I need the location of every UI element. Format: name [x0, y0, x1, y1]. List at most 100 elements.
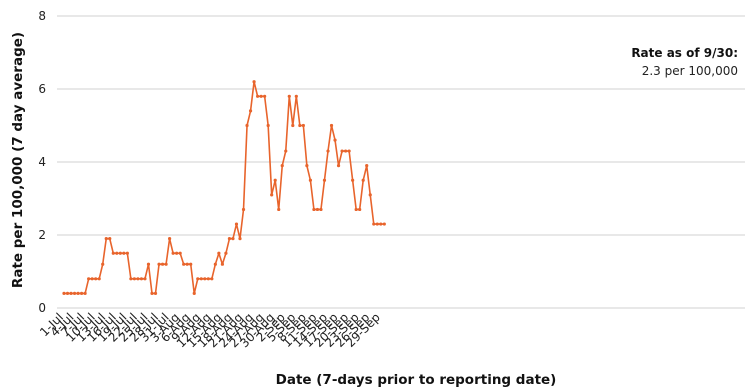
data-point — [76, 291, 80, 295]
data-point — [245, 123, 249, 128]
data-point — [203, 277, 207, 281]
data-point — [72, 291, 77, 295]
data-point — [69, 291, 73, 295]
data-point — [132, 277, 136, 281]
data-point — [65, 291, 70, 295]
data-point — [164, 262, 168, 266]
data-point — [196, 277, 200, 281]
y-tick-label: 0 — [38, 301, 46, 315]
data-point — [171, 251, 175, 255]
data-point — [104, 237, 108, 241]
data-point — [146, 262, 151, 266]
data-point — [379, 222, 383, 226]
data-point — [122, 251, 126, 255]
data-point — [153, 291, 158, 295]
data-point — [291, 123, 295, 128]
data-point — [234, 222, 239, 226]
data-point — [277, 207, 281, 212]
data-point — [256, 94, 260, 98]
data-point — [294, 94, 298, 98]
data-point — [319, 207, 323, 212]
data-point — [175, 251, 179, 255]
data-point — [252, 80, 256, 84]
data-point — [347, 149, 351, 153]
data-point — [220, 262, 224, 266]
data-point — [372, 222, 376, 226]
data-point — [217, 251, 221, 255]
data-point — [322, 178, 327, 182]
data-point — [312, 207, 316, 212]
data-point — [231, 237, 235, 241]
data-point — [298, 123, 302, 128]
data-point — [185, 262, 189, 266]
data-point — [224, 251, 228, 255]
data-point — [375, 222, 379, 226]
data-point — [336, 164, 341, 168]
data-point — [284, 149, 288, 153]
data-point — [344, 149, 348, 153]
data-point — [305, 164, 309, 168]
x-axis-ticks: 1-Jul4-Jul7-Jul10-Jul13-Jul16-Jul19-Jul2… — [37, 310, 383, 350]
gridlines — [57, 15, 745, 309]
y-axis-ticks: 0 2 4 6 8 — [38, 9, 46, 315]
data-point — [90, 277, 94, 281]
data-point — [340, 149, 344, 153]
data-point — [351, 178, 355, 182]
data-point — [118, 251, 122, 255]
data-point — [368, 193, 372, 197]
data-point — [182, 262, 186, 266]
data-point — [308, 178, 312, 182]
data-point — [62, 291, 66, 295]
data-point — [178, 251, 182, 255]
annotation-title: Rate as of 9/30: — [631, 46, 738, 60]
data-point — [160, 262, 165, 266]
annotation-text: 2.3 per 100,000 — [642, 64, 738, 78]
data-point — [143, 277, 147, 281]
data-point — [326, 149, 330, 153]
x-axis-title: Date (7-days prior to reporting date) — [276, 372, 557, 388]
data-point — [263, 94, 267, 98]
data-point — [97, 277, 101, 281]
data-point — [259, 94, 263, 98]
data-point — [270, 193, 274, 197]
y-tick-label: 2 — [38, 228, 46, 242]
y-tick-label: 8 — [38, 9, 46, 23]
data-point — [227, 237, 232, 241]
data-point — [365, 164, 369, 168]
data-point — [241, 207, 246, 212]
data-point — [139, 277, 144, 281]
data-point — [248, 109, 253, 113]
data-point — [125, 251, 129, 255]
series-rate — [62, 80, 386, 295]
data-point — [189, 262, 193, 266]
data-point — [287, 94, 291, 98]
data-point — [333, 138, 337, 142]
data-point — [80, 291, 84, 295]
data-point — [206, 277, 210, 281]
data-point — [94, 277, 98, 281]
data-point — [115, 251, 119, 255]
data-point — [213, 262, 217, 266]
data-point — [101, 262, 105, 266]
data-point — [87, 277, 91, 281]
y-axis-title: Rate per 100,000 (7 day average) — [10, 32, 26, 288]
data-point — [358, 207, 362, 212]
data-point — [150, 291, 154, 295]
series-line — [64, 80, 385, 295]
data-point — [266, 123, 270, 128]
data-point — [329, 123, 334, 128]
data-point — [301, 123, 305, 128]
data-point — [280, 164, 284, 168]
data-point — [157, 262, 161, 266]
data-point — [83, 291, 87, 295]
data-point — [273, 178, 277, 182]
data-point — [108, 237, 112, 241]
y-tick-label: 4 — [38, 155, 46, 169]
y-tick-label: 6 — [38, 82, 46, 96]
data-point — [210, 277, 214, 281]
data-point — [111, 251, 115, 255]
data-point — [382, 222, 386, 226]
data-point — [361, 178, 365, 182]
data-point — [238, 237, 242, 241]
